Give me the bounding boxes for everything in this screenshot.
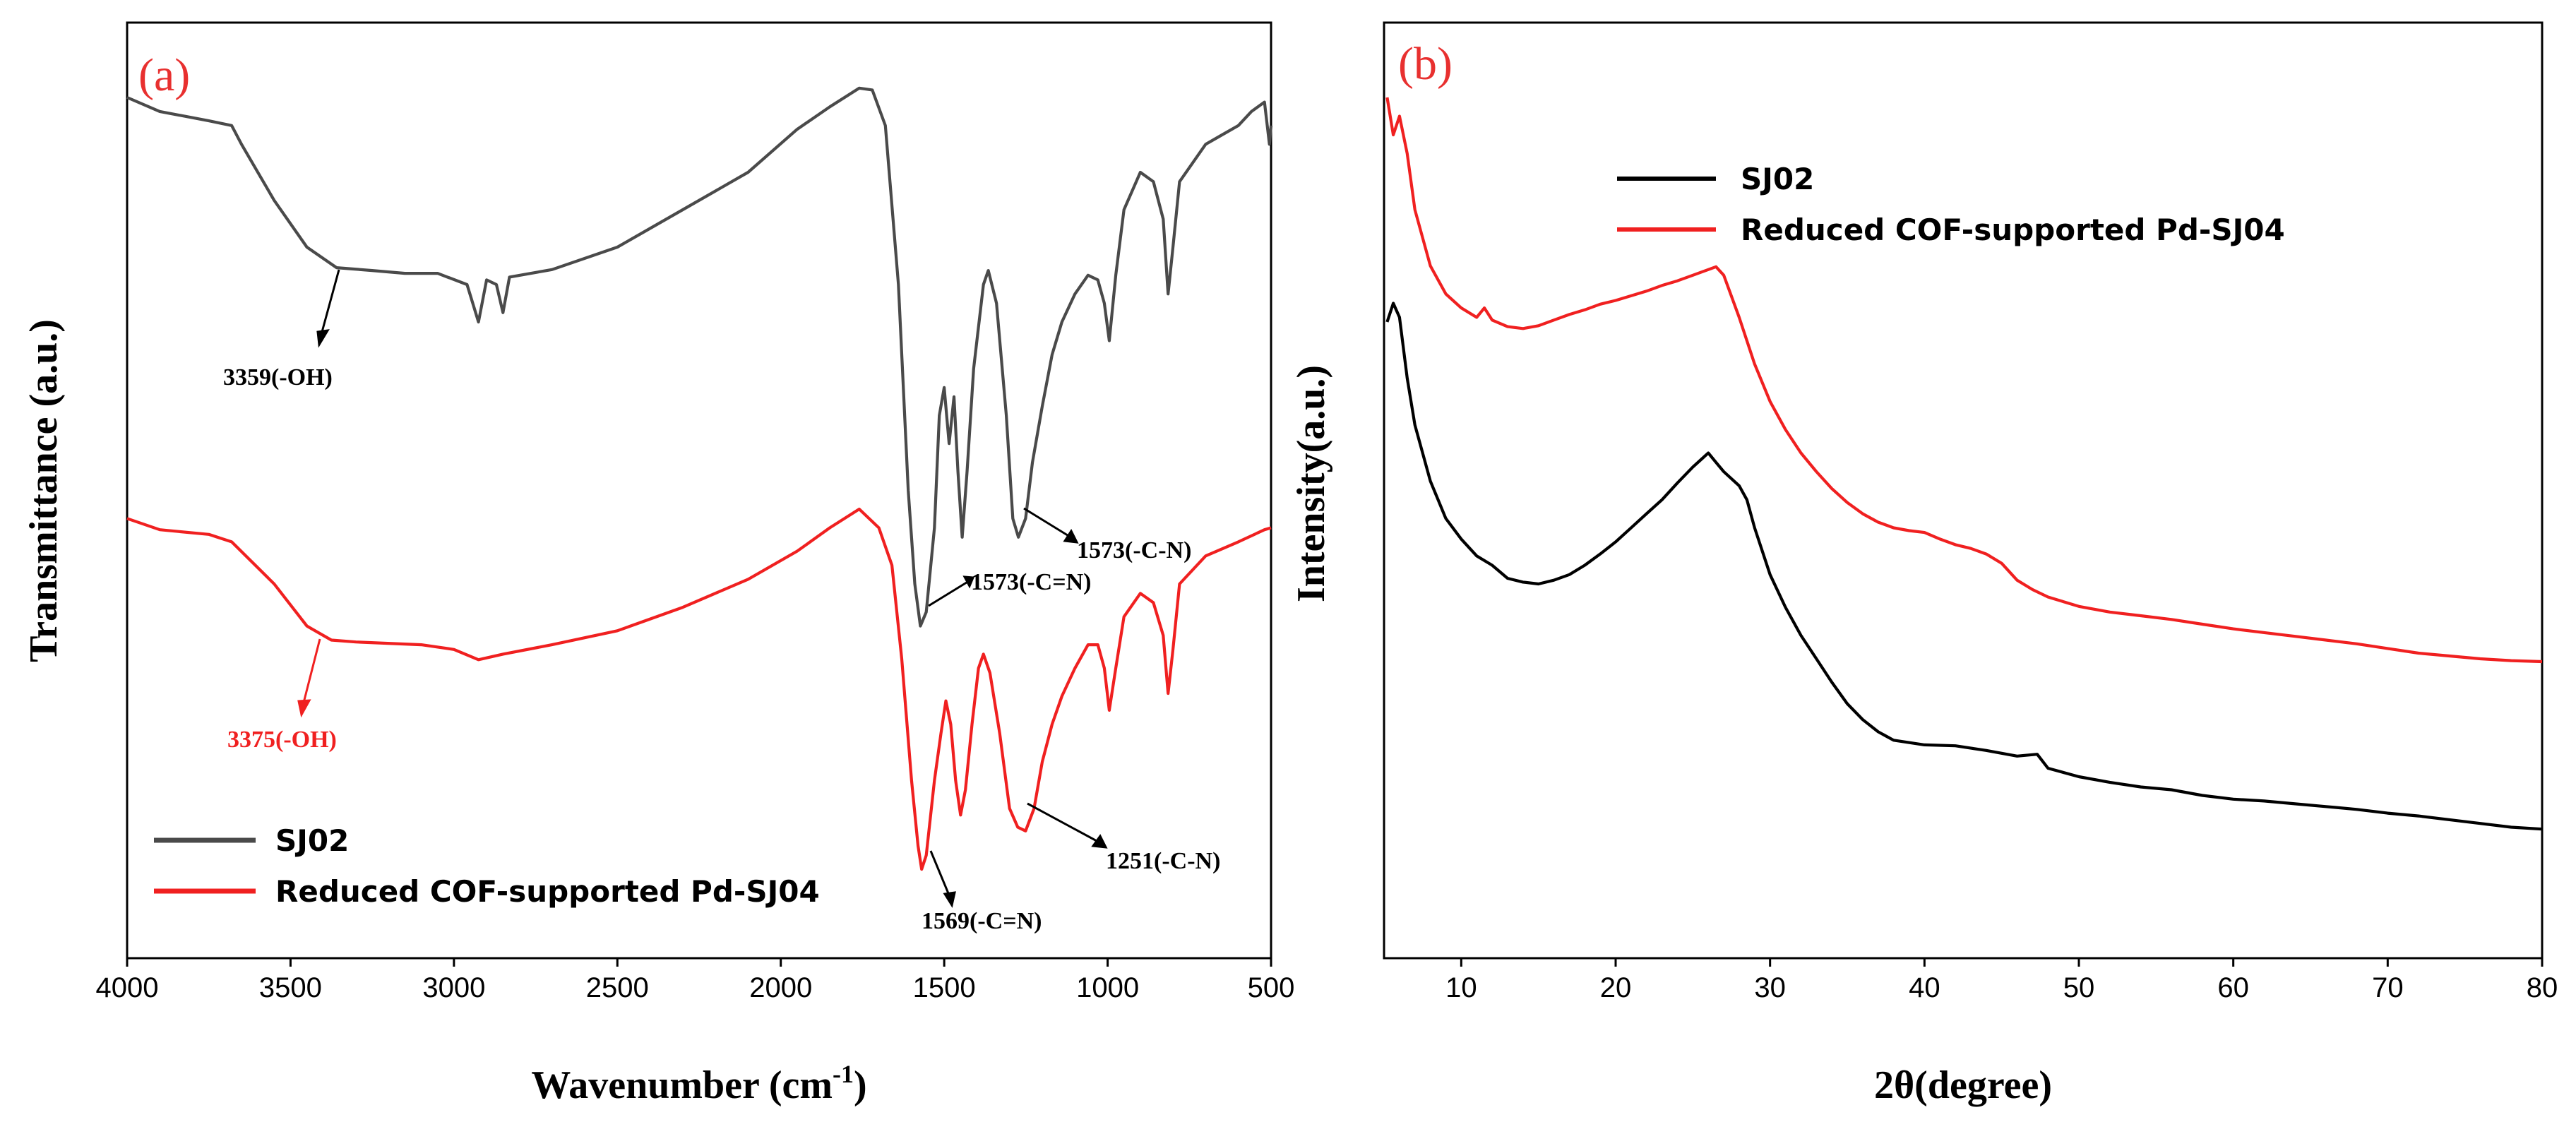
arrow-1251-cn [1027,802,1099,843]
series-line-sj04 [1385,97,2543,664]
arrow-3375-oh [302,638,321,703]
x-tick-label: 30 [1754,972,1786,1003]
panel-a-legend: SJ02 Reduced COF-supported Pd-SJ04 [154,823,820,909]
panel-b-xrd-chart: (b) 10 20 30 40 50 60 70 80 SJ02 Reduced COF-su… [1289,21,2558,1107]
panel-a-x-ticks: 4000 3500 3000 2500 2000 1500 1000 500 [96,958,1295,1003]
x-tick-label: 20 [1600,972,1632,1003]
panel-a-label: (a) [138,49,190,101]
x-title-superscript: -1 [833,1060,854,1088]
arrow-1573-cn [928,580,970,607]
panel-b-x-ticks: 10 20 30 40 50 60 70 80 [1445,958,2558,1003]
x-tick-label: 60 [2217,972,2249,1003]
x-tick-label: 70 [2372,972,2404,1003]
x-tick-label: 80 [2527,972,2558,1003]
panel-b-label: (b) [1398,38,1453,90]
series-line-sj04 [126,507,1272,871]
x-tick-label: 40 [1909,972,1940,1003]
x-tick-label: 3500 [259,972,322,1003]
legend-label-sj02-b: SJ02 [1741,162,1814,196]
panel-a-x-axis-title: Wavenumber (cm-1) [531,1060,866,1107]
annotation-1569-c-double-n: 1569(-C=N) [922,908,1042,934]
panel-a-series [126,86,1273,871]
x-tick-label: 2500 [586,972,649,1003]
x-tick-label: 2000 [749,972,812,1003]
legend-label-sj04-b: Reduced COF-supported Pd-SJ04 [1741,213,2285,247]
arrow-head-1273 [1063,528,1079,544]
panel-a-red-arrow [297,638,321,718]
x-title-end: ) [854,1063,867,1107]
panel-b-series [1385,97,2543,831]
panel-a-ftir-chart: (a) 4000 3500 3000 2500 2000 1500 1000 500 3359… [22,21,1295,1107]
arrow-1273-cn [1023,507,1071,538]
arrow-head-1251 [1091,834,1108,849]
annotation-3375-oh: 3375(-OH) [227,727,337,753]
x-tick-label: 500 [1248,972,1295,1003]
panel-a-y-axis-title: Transmittance (a.u.) [22,319,66,662]
annotation-1573-c-double-n: 1573(-C=N) [971,569,1091,595]
annotation-1251-cn: 1251(-C-N) [1106,848,1220,874]
legend-label-sj02: SJ02 [275,823,349,858]
panel-a-plot-frame [126,21,1272,960]
panel-b-legend: SJ02 Reduced COF-supported Pd-SJ04 [1617,162,2285,247]
series-line-sj02 [126,86,1273,628]
panel-b-plot-frame [1383,21,2544,960]
panel-b-y-axis-title: Intensity(a.u.) [1289,365,1333,602]
arrow-head-1569 [943,891,956,908]
series-line-sj02 [1385,302,2543,831]
panel-a-annotation-arrows [316,269,1108,908]
arrow-head-3359 [316,329,330,348]
legend-label-sj04: Reduced COF-supported Pd-SJ04 [275,874,820,909]
x-tick-label: 4000 [96,972,159,1003]
x-tick-label: 1500 [913,972,976,1003]
annotation-1573-cn: 1573(-C-N) [1077,537,1191,563]
x-tick-label: 3000 [422,972,485,1003]
annotation-3359-oh: 3359(-OH) [223,364,333,390]
panel-b-x-axis-title: 2θ(degree) [1874,1063,2052,1107]
arrow-1569-cn [929,850,951,897]
x-title-main: Wavenumber (cm [531,1063,833,1107]
arrow-head-3375 [297,699,311,718]
arrow-head-1573 [962,575,975,589]
x-tick-label: 1000 [1076,972,1139,1003]
x-tick-label: 50 [2063,972,2095,1003]
x-tick-label: 10 [1445,972,1477,1003]
arrow-3359-oh [321,269,340,333]
